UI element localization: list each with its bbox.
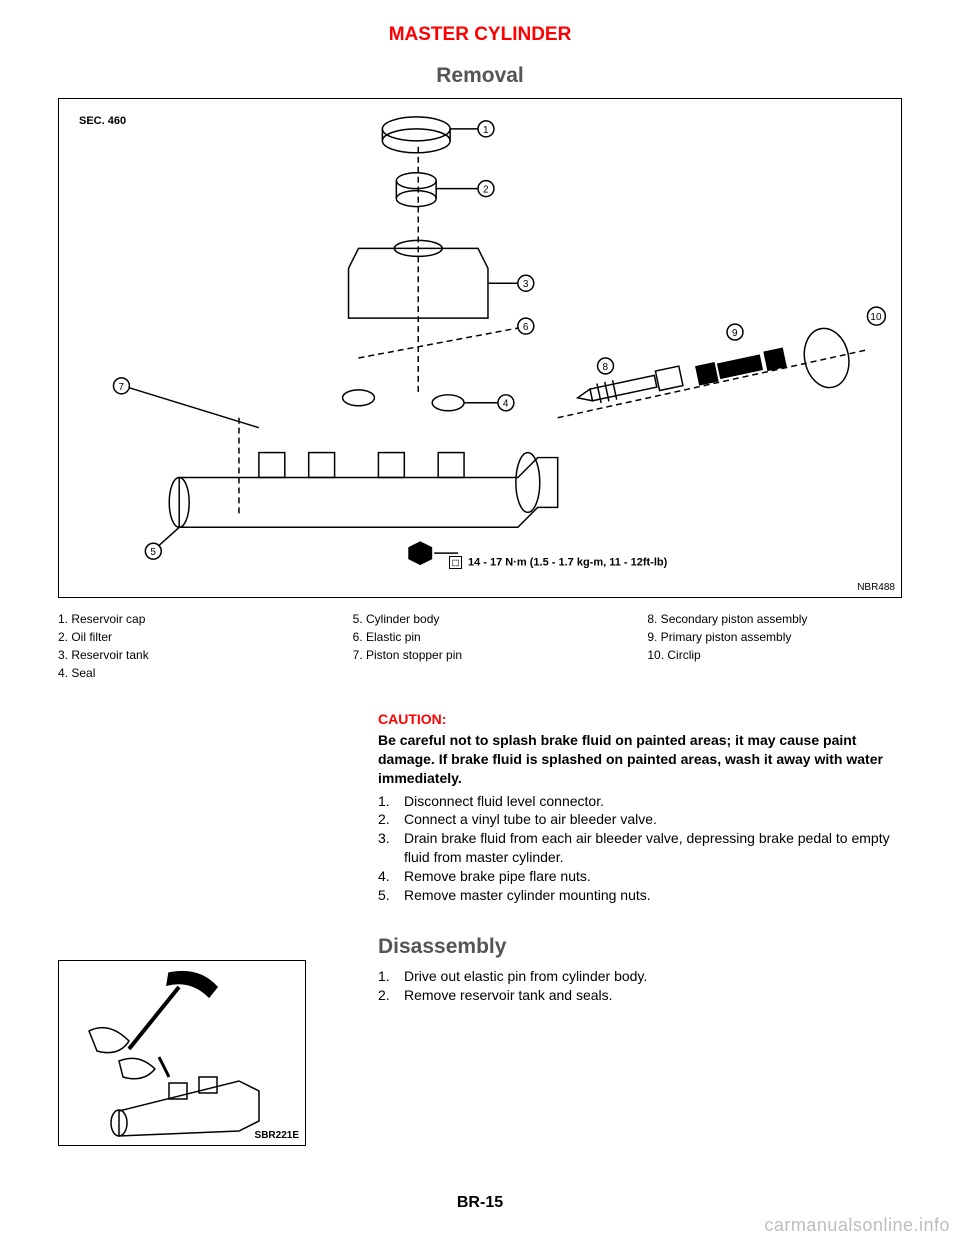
- step-num: 1.: [378, 967, 404, 986]
- disassembly-steps: 1.Drive out elastic pin from cylinder bo…: [378, 967, 902, 1005]
- part-4: 4. Seal: [58, 664, 313, 682]
- caution-text: Be careful not to splash brake fluid on …: [378, 731, 902, 788]
- part-6: 6. Elastic pin: [353, 628, 608, 646]
- removal-steps: 1.Disconnect fluid level connector. 2.Co…: [378, 792, 902, 905]
- disassembly-figure: SBR221E: [58, 960, 306, 1146]
- part-9: 9. Primary piston assembly: [647, 628, 902, 646]
- part-8: 8. Secondary piston assembly: [647, 610, 902, 628]
- parts-legend: 1. Reservoir cap 2. Oil filter 3. Reserv…: [58, 610, 902, 682]
- section-title-disassembly: Disassembly: [378, 933, 902, 961]
- part-7: 7. Piston stopper pin: [353, 646, 608, 664]
- page-header-title: MASTER CYLINDER: [58, 24, 902, 46]
- step-text: Remove reservoir tank and seals.: [404, 986, 902, 1005]
- step-text: Drain brake fluid from each air bleeder …: [404, 829, 902, 867]
- svg-text:9: 9: [732, 328, 738, 339]
- step-num: 4.: [378, 867, 404, 886]
- exploded-diagram: SEC. 460 1 2: [58, 98, 902, 598]
- svg-text:8: 8: [603, 362, 609, 373]
- part-5: 5. Cylinder body: [353, 610, 608, 628]
- section-title-removal: Removal: [58, 64, 902, 88]
- svg-text:5: 5: [150, 547, 156, 558]
- page-number: BR-15: [0, 1194, 960, 1212]
- svg-text:1: 1: [483, 125, 489, 136]
- part-3: 3. Reservoir tank: [58, 646, 313, 664]
- watermark: carmanualsonline.info: [764, 1215, 950, 1236]
- master-cylinder-schematic: 1 2 3: [59, 99, 901, 597]
- torque-spec: ⬚14 - 17 N·m (1.5 - 1.7 kg-m, 11 - 12ft-…: [449, 556, 667, 569]
- step-num: 1.: [378, 792, 404, 811]
- svg-text:10: 10: [870, 312, 882, 323]
- step-num: 5.: [378, 886, 404, 905]
- svg-text:4: 4: [503, 399, 509, 410]
- part-1: 1. Reservoir cap: [58, 610, 313, 628]
- torque-icon: ⬚: [449, 556, 462, 569]
- step-text: Disconnect fluid level connector.: [404, 792, 902, 811]
- caution-label: CAUTION:: [378, 710, 902, 729]
- small-figure-code: SBR221E: [255, 1130, 299, 1141]
- svg-text:2: 2: [483, 185, 489, 196]
- svg-text:7: 7: [118, 382, 124, 393]
- svg-text:6: 6: [523, 322, 529, 333]
- part-10: 10. Circlip: [647, 646, 902, 664]
- svg-text:3: 3: [523, 279, 529, 290]
- step-num: 2.: [378, 986, 404, 1005]
- hammer-pin-schematic: [59, 961, 307, 1147]
- step-text: Remove master cylinder mounting nuts.: [404, 886, 902, 905]
- step-num: 2.: [378, 810, 404, 829]
- diagram-code: NBR488: [857, 582, 895, 593]
- step-num: 3.: [378, 829, 404, 867]
- part-2: 2. Oil filter: [58, 628, 313, 646]
- step-text: Connect a vinyl tube to air bleeder valv…: [404, 810, 902, 829]
- step-text: Drive out elastic pin from cylinder body…: [404, 967, 902, 986]
- step-text: Remove brake pipe flare nuts.: [404, 867, 902, 886]
